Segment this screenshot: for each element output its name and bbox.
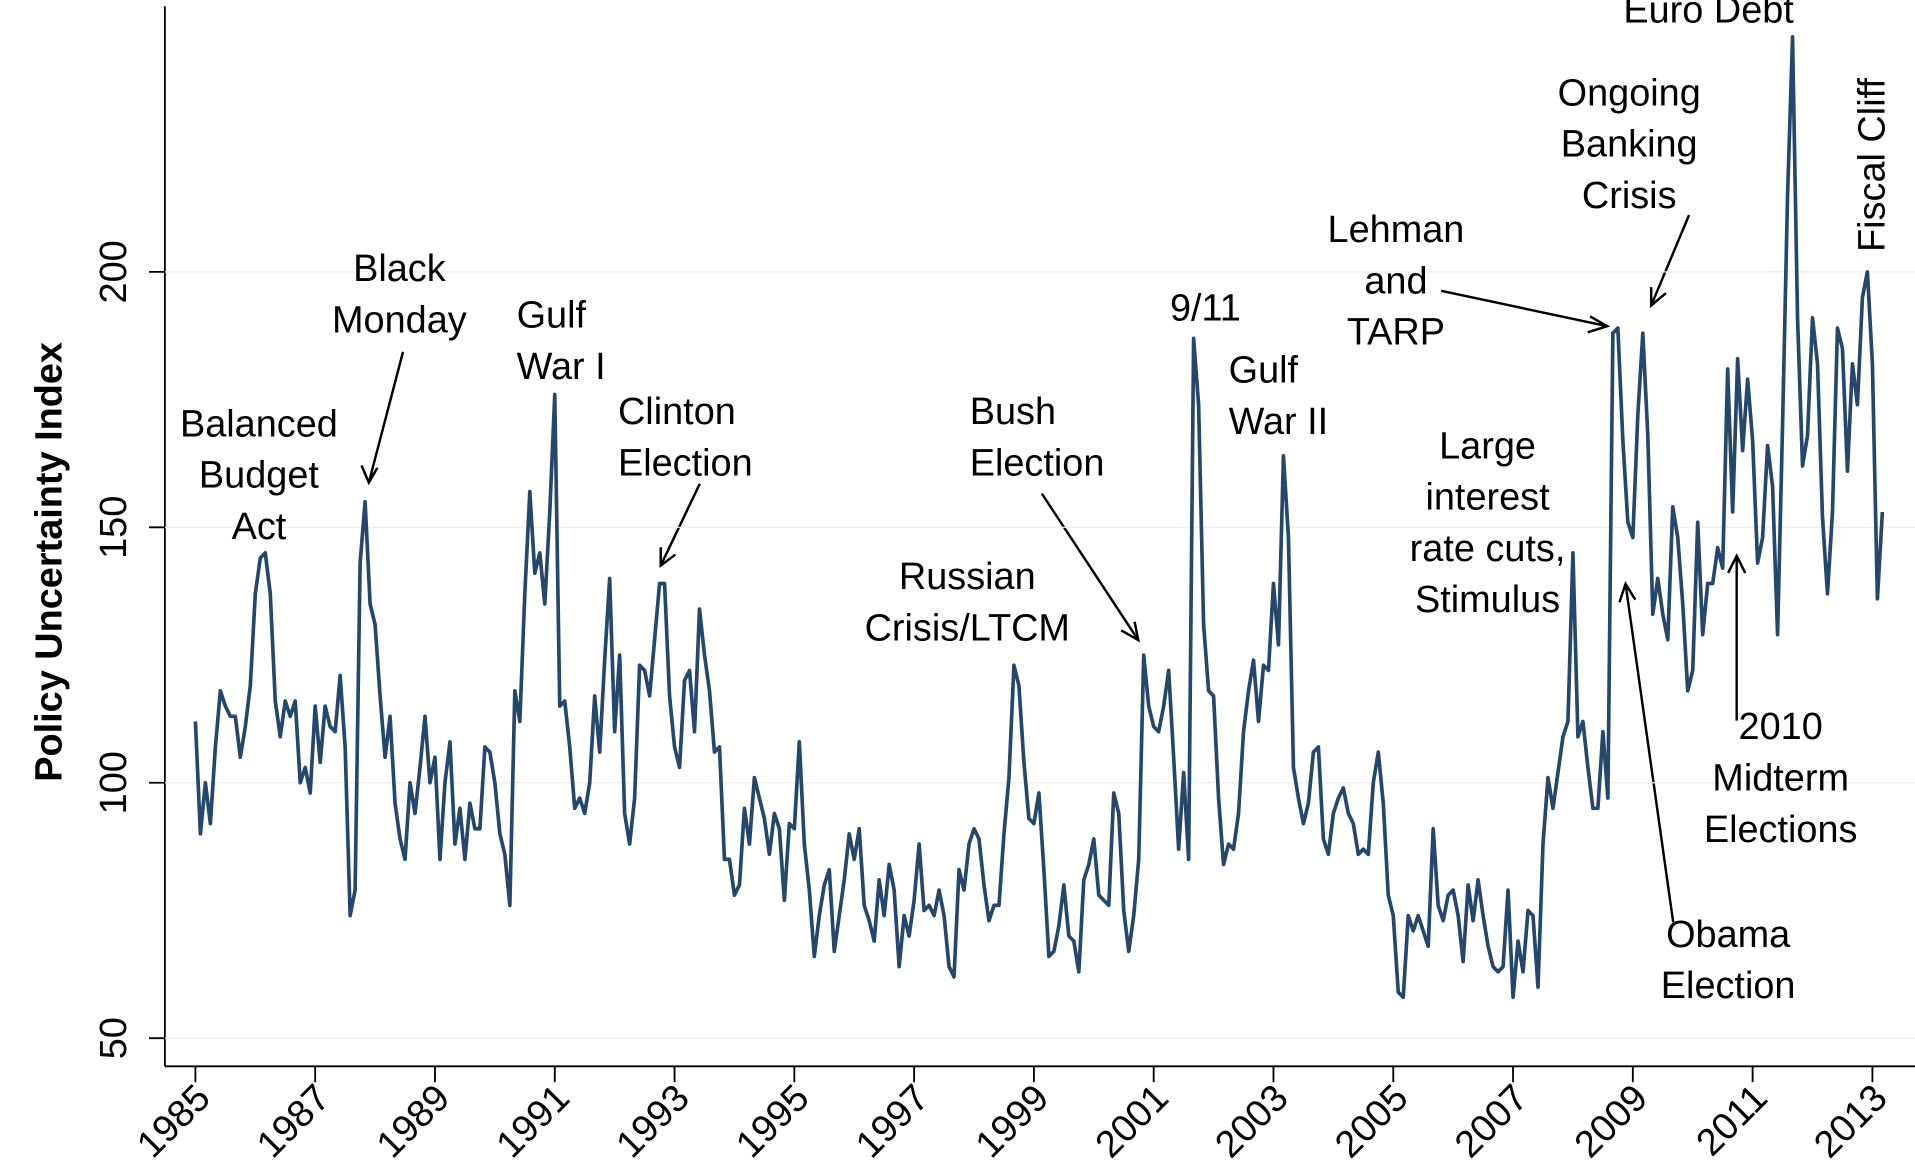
- x-tick-label: 1985: [129, 1077, 218, 1166]
- annotation: Banking: [1561, 124, 1698, 166]
- annotation: War I: [517, 346, 606, 388]
- annotation: Election: [970, 442, 1105, 484]
- annotation: Elections: [1704, 809, 1858, 851]
- annotation: Euro Debt: [1623, 0, 1794, 31]
- annotation: Balanced: [180, 403, 338, 445]
- x-tick-label: 1999: [968, 1077, 1057, 1166]
- annotation: Obama: [1666, 914, 1791, 956]
- y-tick-label: 100: [93, 751, 135, 814]
- annotation: Lehman: [1328, 209, 1465, 251]
- annotation: Gulf: [517, 295, 587, 337]
- arrow: [1618, 581, 1675, 923]
- annotation: TARP: [1347, 312, 1445, 354]
- annotation: Fiscal Cliff: [1852, 78, 1894, 252]
- x-tick-label: 2001: [1088, 1077, 1177, 1166]
- data-line: [193, 35, 1885, 1000]
- arrow: [1040, 492, 1140, 643]
- annotation: Black: [353, 248, 446, 290]
- annotation: and: [1364, 260, 1427, 302]
- x-tick-label: 1989: [369, 1077, 458, 1166]
- y-tick-label: 150: [93, 496, 135, 559]
- x-tick-label: 2013: [1806, 1077, 1895, 1166]
- x-tick-label: 1993: [608, 1077, 697, 1166]
- annotation: rate cuts,: [1410, 528, 1566, 570]
- annotation: 2010: [1739, 706, 1823, 748]
- annotation: Russian: [899, 556, 1036, 598]
- annotation: Large: [1439, 425, 1536, 467]
- arrow: [659, 483, 701, 569]
- annotation: Ongoing: [1558, 72, 1701, 114]
- y-tick-label: 50: [93, 1017, 135, 1059]
- annotation: Stimulus: [1415, 579, 1560, 621]
- x-tick-label: 1995: [728, 1077, 817, 1166]
- arrows: [360, 214, 1747, 923]
- annotation: Act: [232, 506, 287, 548]
- annotation: Bush: [970, 391, 1056, 433]
- x-tick-label: 2005: [1327, 1077, 1416, 1166]
- x-tick-label: 1991: [489, 1077, 578, 1166]
- arrow: [1727, 553, 1747, 721]
- annotation: 9/11: [1170, 287, 1241, 329]
- x-tick-label: 2011: [1689, 1077, 1776, 1164]
- annotation: Midterm: [1712, 758, 1849, 800]
- x-tick-label: 2003: [1207, 1077, 1296, 1166]
- x-tick-label: 1987: [249, 1077, 338, 1166]
- arrow: [1649, 214, 1691, 309]
- arrow: [360, 351, 405, 486]
- y-tick-label: 200: [93, 240, 135, 303]
- annotation: interest: [1425, 477, 1550, 519]
- annotation: Election: [1661, 965, 1796, 1007]
- annotation: Crisis/LTCM: [865, 607, 1070, 649]
- x-tick-label: 2007: [1447, 1077, 1536, 1166]
- annotation: Clinton: [618, 391, 736, 433]
- annotation: Crisis: [1582, 175, 1677, 217]
- annotation: Election: [618, 442, 753, 484]
- x-tick-label: 2009: [1567, 1077, 1656, 1166]
- annotation: Budget: [199, 455, 319, 497]
- annotation: Monday: [332, 300, 467, 342]
- y-axis-label: Policy Uncertainty Index: [28, 342, 70, 782]
- arrow: [1440, 289, 1611, 334]
- annotation: Gulf: [1229, 350, 1299, 392]
- annotation: War II: [1229, 401, 1329, 443]
- x-tick-label: 1997: [848, 1077, 937, 1166]
